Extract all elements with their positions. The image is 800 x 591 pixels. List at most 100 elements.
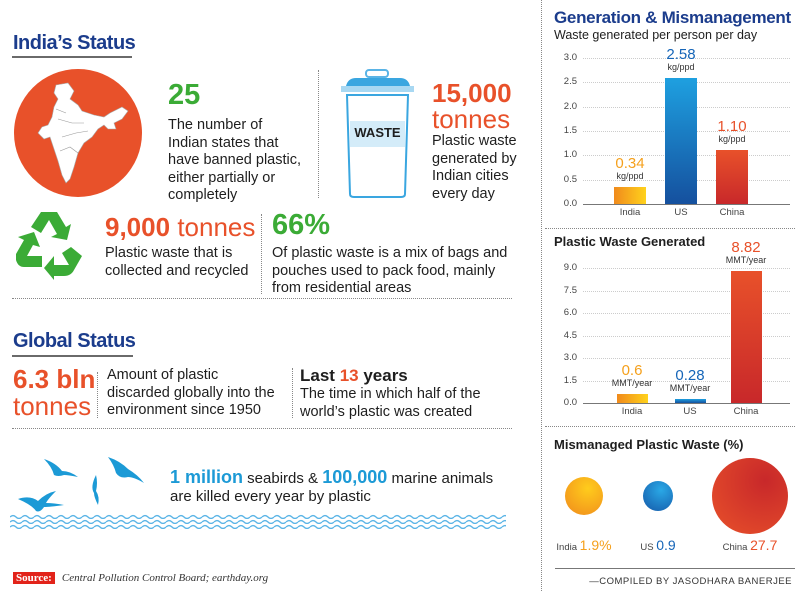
divider bbox=[261, 214, 262, 294]
source: Source: Central Pollution Control Board;… bbox=[13, 572, 268, 584]
recycled-text-line: collected and recycled bbox=[105, 262, 249, 279]
recycle-icon bbox=[16, 212, 82, 280]
x-axis bbox=[583, 403, 790, 404]
unit-label: kg/ppd bbox=[718, 134, 746, 145]
years-text-line: The time in which half of the bbox=[300, 386, 481, 402]
y-tick-label: 2.0 bbox=[563, 100, 577, 112]
marine-line-2: are killed every year by plastic bbox=[170, 488, 371, 505]
gridline bbox=[583, 380, 790, 382]
credit: —COMPILED BY JASODHARA BANERJEE bbox=[589, 576, 792, 587]
value-label: 0.6 bbox=[621, 362, 643, 379]
states-text-line: Indian states that bbox=[168, 134, 279, 151]
x-category-label: China bbox=[733, 406, 759, 417]
discarded-text-line: Amount of plastic bbox=[107, 367, 219, 383]
divider bbox=[555, 568, 795, 569]
states-text-line: have banned plastic, bbox=[168, 152, 302, 168]
gridline bbox=[583, 358, 790, 359]
y-tick-label: 4.5 bbox=[563, 329, 577, 341]
data-label: 0.28 MMT/year bbox=[655, 368, 725, 394]
y-tick-label: 0.5 bbox=[563, 173, 577, 185]
value-label: 8.82 bbox=[731, 238, 761, 256]
y-tick-label: 7.5 bbox=[563, 284, 577, 296]
data-label: 2.58 kg/ppd bbox=[646, 47, 716, 73]
generated-text-line: Plastic waste bbox=[432, 133, 517, 149]
x-category-label: India bbox=[621, 406, 643, 417]
seabirds-value: 1 million bbox=[170, 467, 244, 487]
gridline bbox=[583, 58, 790, 59]
y-tick-label: 1.5 bbox=[563, 125, 577, 136]
divider bbox=[12, 428, 512, 429]
divider bbox=[545, 228, 795, 229]
y-tick-label: 2.5 bbox=[563, 76, 577, 88]
unit-label: MMT/year bbox=[725, 254, 767, 265]
category-label: India bbox=[556, 542, 580, 553]
divider bbox=[12, 298, 512, 299]
recycled-text-line: Plastic waste that is bbox=[105, 245, 233, 261]
recycled-value: 9,000 tonnes bbox=[105, 212, 255, 243]
heading-underline bbox=[12, 56, 132, 58]
y-tick-label: 0.0 bbox=[563, 397, 577, 408]
marine-text: seabirds & bbox=[243, 470, 323, 487]
years-value: 13 bbox=[339, 366, 359, 385]
waste-bin-icon bbox=[341, 69, 414, 198]
value-label: 27.7 bbox=[750, 537, 778, 553]
bar-china bbox=[730, 270, 762, 403]
global-status-heading: Global Status bbox=[13, 330, 136, 352]
chart1-title: Waste generated per person per day bbox=[554, 28, 758, 42]
states-text-line: The number of bbox=[168, 117, 263, 133]
years-suffix: years bbox=[358, 366, 408, 385]
y-tick-label: 0.0 bbox=[563, 198, 577, 209]
bar-india bbox=[614, 187, 646, 204]
seabirds-icon bbox=[18, 457, 144, 512]
bags-text-line: pouches used to pack food, mainly bbox=[272, 262, 496, 279]
gridline bbox=[583, 268, 790, 269]
chart3-title: Mismanaged Plastic Waste (%) bbox=[554, 437, 744, 452]
category-label: US bbox=[640, 542, 657, 553]
y-tick-label: 6.0 bbox=[563, 307, 577, 318]
states-value: 25 bbox=[168, 79, 201, 111]
years-text-line: world’s plastic was created bbox=[300, 403, 473, 420]
x-axis bbox=[583, 204, 790, 205]
bar-china bbox=[716, 150, 748, 204]
bar-india bbox=[616, 394, 648, 403]
bubble-china bbox=[712, 458, 788, 534]
unit-label: kg/ppd bbox=[616, 171, 644, 182]
marine-line-1: 1 million seabirds & 100,000 marine anim… bbox=[170, 468, 493, 488]
source-text: Central Pollution Control Board; earthda… bbox=[61, 572, 269, 584]
data-label: 8.82 MMT/year bbox=[711, 238, 781, 266]
gridline bbox=[583, 290, 790, 292]
value-label: 1.9% bbox=[579, 537, 612, 553]
value-label: 0.34 bbox=[615, 155, 645, 173]
divider bbox=[545, 426, 795, 427]
data-label: 1.10 kg/ppd bbox=[697, 118, 767, 145]
generated-text-line: every day bbox=[432, 185, 495, 202]
source-label: Source: bbox=[13, 572, 55, 584]
bar-us bbox=[674, 398, 706, 403]
generated-unit: tonnes bbox=[432, 104, 511, 134]
gridline bbox=[583, 313, 790, 314]
divider bbox=[292, 368, 293, 418]
gridline bbox=[583, 335, 790, 337]
value-label: 1.10 bbox=[717, 118, 747, 136]
unit-label: kg/ppd bbox=[667, 62, 695, 73]
marine-text: marine animals bbox=[387, 470, 494, 487]
discarded-unit: tonnes bbox=[13, 391, 92, 421]
x-category-label: US bbox=[683, 406, 697, 417]
bubble-label: India 1.9% bbox=[544, 537, 624, 555]
recycled-number: 9,000 bbox=[105, 212, 171, 242]
india-status-heading: India’s Status bbox=[13, 32, 136, 54]
divider bbox=[97, 372, 98, 418]
discarded-text-line: discarded globally into the bbox=[107, 384, 275, 401]
data-label: 0.6 MMT/year bbox=[597, 362, 667, 389]
bubble-us bbox=[643, 481, 673, 511]
unit-label: MMT/year bbox=[669, 382, 711, 393]
generated-text-line: Indian cities bbox=[432, 168, 509, 184]
discarded-text-line: environment since 1950 bbox=[107, 402, 261, 418]
bubble-label: China 27.7 bbox=[710, 537, 790, 555]
y-tick-label: 3.0 bbox=[563, 52, 577, 63]
x-category-label: India bbox=[619, 207, 641, 218]
chart2-title: Plastic Waste Generated bbox=[554, 234, 706, 249]
y-tick-label: 3.0 bbox=[563, 352, 577, 363]
years-heading: Last 13 years bbox=[300, 366, 408, 386]
states-text-line: completely bbox=[168, 187, 238, 203]
